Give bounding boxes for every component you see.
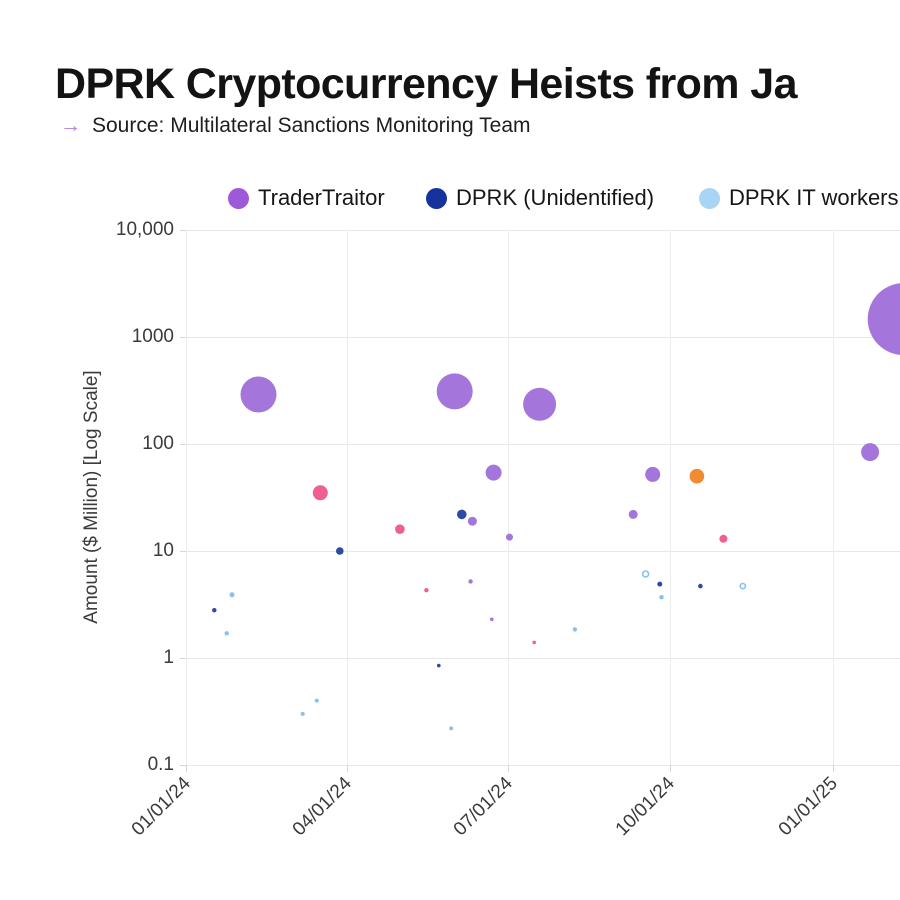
data-point-series-4[interactable] [300,711,305,716]
arrow-icon: → [60,114,81,137]
data-point-series-4[interactable] [229,592,235,598]
x-tick [833,765,834,772]
x-tick [670,765,672,772]
h-gridline [186,444,900,445]
h-gridline [186,230,900,231]
v-gridline [186,230,187,765]
data-point-series-0[interactable] [468,579,473,584]
source-text: Source: Multilateral Sanctions Monitorin… [92,114,531,137]
y-tick [180,230,187,231]
legend-label: DPRK IT workers [729,185,899,210]
data-point-series-0[interactable] [467,516,477,526]
h-gridline [186,658,900,659]
y-tick-label: 0.1 [147,754,174,775]
data-point-series-4[interactable] [572,627,578,632]
data-point-series-1[interactable] [395,524,405,534]
y-tick-label: 10 [152,540,174,561]
legend-dot-icon [699,187,720,209]
data-point-series-3[interactable] [437,663,441,668]
x-tick [507,765,509,772]
y-tick [180,765,187,766]
data-point-series-0[interactable] [506,533,513,541]
data-point-series-1[interactable] [424,588,429,593]
data-point-series-2[interactable] [689,468,705,484]
y-tick-label: 100 [142,433,174,454]
v-gridline [670,230,672,765]
data-point-series-1[interactable] [719,534,728,543]
y-tick-label: 1 [163,647,174,668]
data-point-series-0[interactable] [523,387,557,421]
y-tick-label: 10,000 [115,219,174,240]
data-point-series-0[interactable] [861,443,880,462]
y-tick [180,551,187,552]
data-point-series-3[interactable] [336,547,344,555]
data-point-series-0[interactable] [867,283,900,355]
v-gridline [833,230,834,765]
y-tick-label: 1000 [131,326,174,347]
data-point-series-1[interactable] [312,485,328,501]
data-point-series-3[interactable] [698,583,703,589]
x-tick [346,765,348,772]
v-gridline [507,230,509,765]
legend-label: DPRK (Unidentified) [456,185,655,210]
data-point-series-4[interactable] [641,570,650,578]
data-point-series-0[interactable] [490,617,494,622]
legend-dot-icon [426,187,447,209]
legend-dot-icon [228,187,249,209]
data-point-series-4[interactable] [739,582,747,590]
data-point-series-4[interactable] [224,631,229,636]
h-gridline [186,551,900,552]
data-point-series-0[interactable] [240,376,277,413]
y-tick [180,444,187,445]
data-point-series-3[interactable] [212,608,217,613]
y-tick [180,658,187,659]
chart-title: DPRK Cryptocurrency Heists from Ja [55,60,797,108]
data-point-series-1[interactable] [532,640,536,645]
data-point-series-4[interactable] [314,698,319,703]
data-point-series-0[interactable] [628,509,638,519]
data-point-series-0[interactable] [645,466,661,482]
legend-item-1[interactable]: DPRK (Unidentified) [426,185,654,211]
legend-label: TraderTraitor [258,185,385,210]
data-point-series-0[interactable] [436,373,473,410]
x-tick [186,765,187,772]
v-gridline [346,230,348,765]
source-line: → Source: Multilateral Sanctions Monitori… [60,114,531,138]
data-point-series-4[interactable] [449,726,454,731]
data-point-series-0[interactable] [485,464,502,481]
h-gridline [186,765,900,766]
y-tick [180,337,187,338]
legend-item-0[interactable]: TraderTraitor [228,185,385,211]
legend-item-2[interactable]: DPRK IT workers [699,185,899,211]
data-point-series-4[interactable] [659,595,664,600]
data-point-series-3[interactable] [657,581,663,587]
data-point-series-3[interactable] [457,509,467,520]
h-gridline [186,337,900,338]
